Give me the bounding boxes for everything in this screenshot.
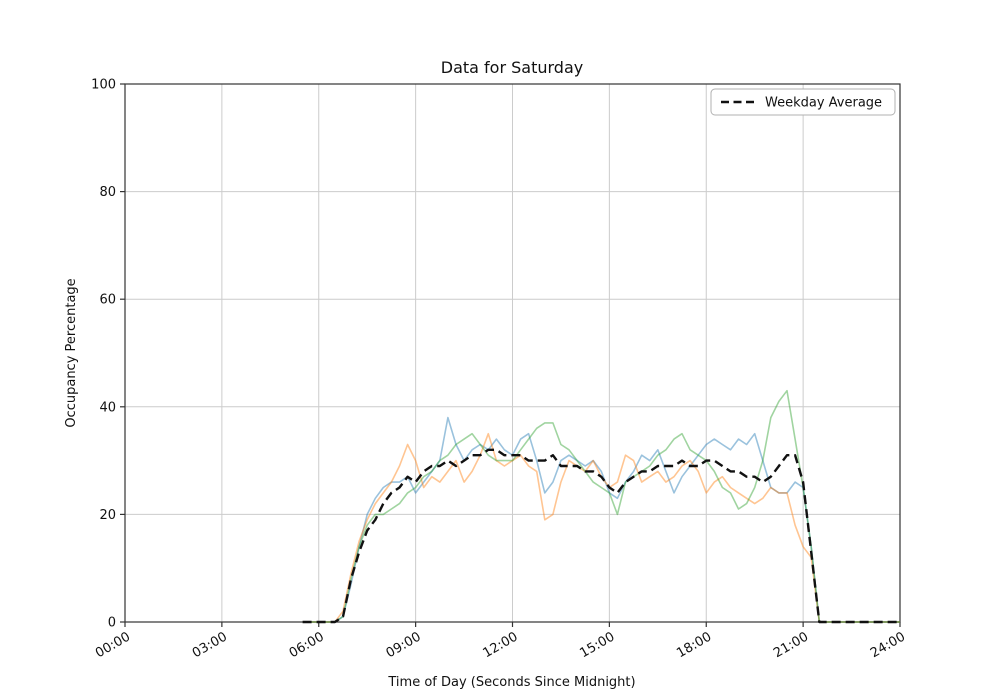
series-line-weekday-average: [302, 448, 900, 624]
y-tick-label: 0: [108, 616, 116, 631]
x-tick-label: 18:00: [674, 629, 714, 661]
legend-box: [710, 88, 896, 116]
x-tick-label: 03:00: [190, 629, 230, 661]
x-axis-label: Time of Day (Seconds Since Midnight): [387, 675, 635, 690]
y-tick-label: 100: [91, 78, 116, 93]
x-tick-label: 00:00: [93, 629, 133, 661]
series-lines: [302, 389, 900, 624]
y-axis-label: Occupancy Percentage: [64, 278, 79, 427]
x-tick-label: 09:00: [384, 629, 424, 661]
legend-label: Weekday Average: [765, 96, 882, 111]
grid-lines: [124, 83, 901, 623]
chart-title: Data for Saturday: [441, 58, 583, 77]
x-tick-label: 06:00: [287, 629, 327, 661]
y-tick-label: 40: [99, 400, 116, 415]
y-tick-label: 60: [99, 293, 116, 308]
x-tick-label: 15:00: [577, 629, 617, 661]
series-line-saturday-sample-2: [302, 432, 900, 623]
y-tick-label: 80: [99, 185, 116, 200]
y-axis-ticks: 0 20 40 60 80 100: [91, 78, 125, 631]
x-tick-label: 12:00: [481, 629, 521, 661]
x-tick-label: 21:00: [771, 629, 811, 661]
series-line-saturday-sample-3: [302, 389, 900, 623]
legend: Weekday Average: [710, 88, 896, 116]
x-axis-ticks: 00:00 03:00 06:00 09:00 12:00 15:00 18:00 21:00…: [93, 622, 908, 661]
y-tick-label: 20: [99, 508, 116, 523]
x-tick-label: 24:00: [868, 629, 908, 661]
series-line-saturday-sample-1: [302, 416, 900, 623]
